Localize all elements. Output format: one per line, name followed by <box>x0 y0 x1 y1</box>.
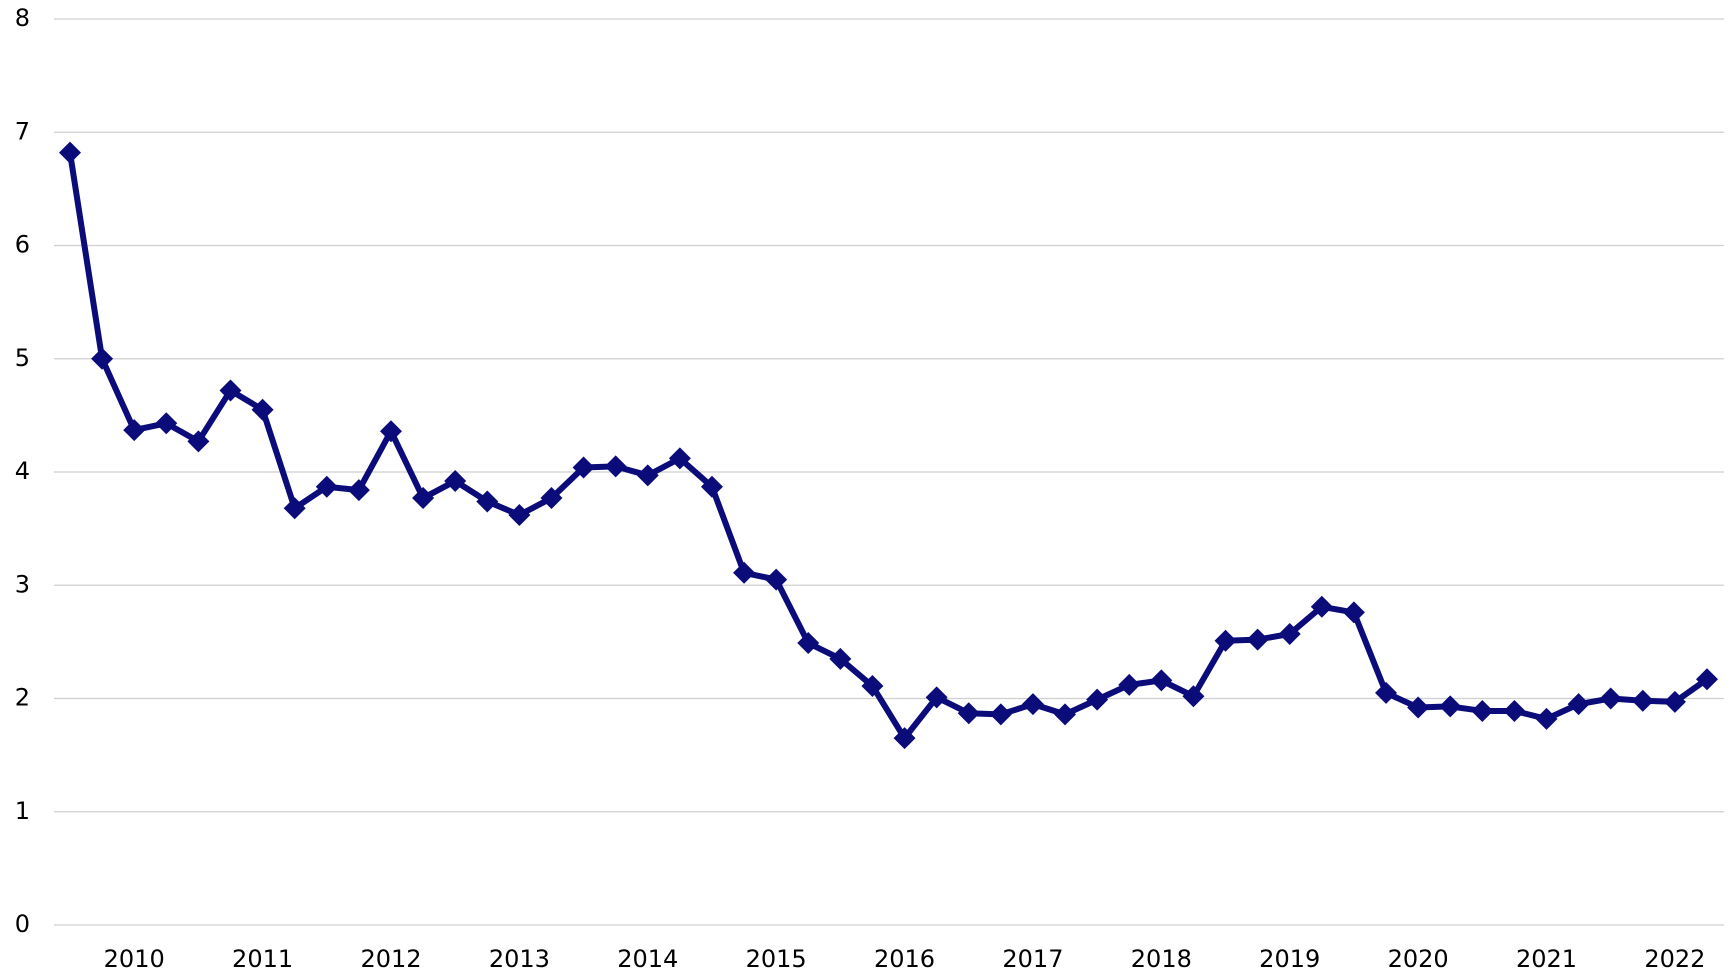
marker <box>1471 699 1494 722</box>
marker <box>1310 595 1333 618</box>
x-tick-label: 2014 <box>617 945 678 973</box>
marker <box>219 379 242 402</box>
marker <box>379 420 402 443</box>
marker <box>925 686 948 709</box>
x-tick-label: 2011 <box>232 945 293 973</box>
marker <box>861 675 884 698</box>
marker <box>315 475 338 498</box>
marker <box>1054 703 1077 726</box>
x-tick-label: 2015 <box>746 945 807 973</box>
marker <box>1663 690 1686 713</box>
marker <box>1567 693 1590 716</box>
marker <box>604 455 627 478</box>
y-tick-label: 0 <box>15 910 30 938</box>
marker <box>797 632 820 655</box>
marker <box>1342 601 1365 624</box>
marker <box>444 470 467 493</box>
y-tick-label: 2 <box>15 684 30 712</box>
marker <box>1503 699 1526 722</box>
x-tick-label: 2010 <box>104 945 165 973</box>
marker <box>700 475 723 498</box>
x-tick-label: 2012 <box>360 945 421 973</box>
marker <box>123 419 146 442</box>
marker <box>283 497 306 520</box>
marker <box>829 647 852 670</box>
marker <box>733 561 756 584</box>
marker <box>1214 629 1237 652</box>
y-tick-label: 1 <box>15 797 30 825</box>
x-tick-label: 2016 <box>874 945 935 973</box>
marker <box>1696 668 1718 691</box>
marker <box>1407 696 1430 719</box>
marker <box>1021 693 1044 716</box>
marker <box>668 447 691 470</box>
marker <box>893 727 916 750</box>
y-tick-label: 7 <box>15 117 30 145</box>
x-tick-label: 2020 <box>1388 945 1449 973</box>
x-tick-label: 2021 <box>1516 945 1577 973</box>
x-tick-label: 2019 <box>1259 945 1320 973</box>
marker <box>508 504 531 527</box>
marker <box>91 347 114 370</box>
x-tick-label: 2017 <box>1002 945 1063 973</box>
x-tick-label: 2013 <box>489 945 550 973</box>
marker <box>1246 628 1269 651</box>
marker <box>765 568 788 591</box>
marker <box>636 464 659 487</box>
marker <box>187 430 210 453</box>
marker <box>1375 681 1398 704</box>
marker <box>1278 622 1301 645</box>
y-tick-label: 8 <box>15 4 30 32</box>
line <box>67 152 1709 742</box>
x-tick-label: 2018 <box>1131 945 1192 973</box>
marker <box>476 490 499 513</box>
marker <box>1535 707 1558 730</box>
y-tick-label: 3 <box>15 570 30 598</box>
marker <box>1599 687 1622 710</box>
marker <box>1631 689 1654 712</box>
marker <box>59 141 81 164</box>
marker <box>1439 695 1462 718</box>
y-tick-label: 5 <box>15 344 30 372</box>
marker <box>957 702 980 725</box>
marker <box>412 487 435 510</box>
y-tick-label: 6 <box>15 231 30 259</box>
marker <box>1086 688 1109 711</box>
marker <box>1182 685 1205 708</box>
x-tick-label: 2022 <box>1644 945 1705 973</box>
marker <box>1118 673 1141 696</box>
marker <box>155 412 178 435</box>
marker <box>251 398 274 421</box>
marker <box>347 479 370 502</box>
marker <box>1150 669 1173 692</box>
marker <box>989 703 1012 726</box>
y-tick-label: 4 <box>15 457 30 485</box>
marker <box>540 487 563 510</box>
marker <box>572 456 595 479</box>
